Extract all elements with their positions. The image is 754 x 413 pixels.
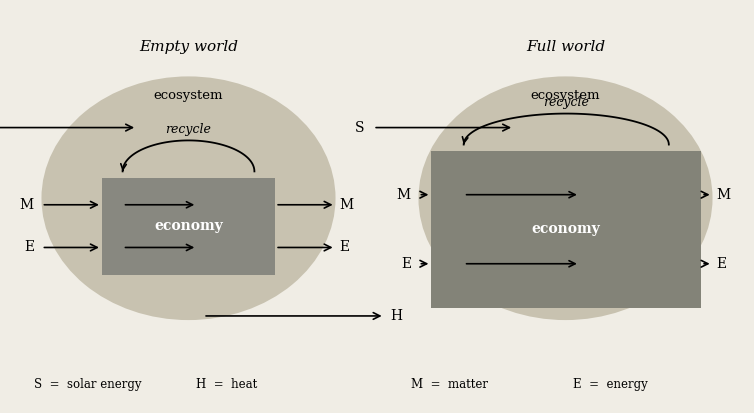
Text: E: E — [339, 240, 349, 254]
Text: M: M — [716, 188, 731, 202]
Text: recycle: recycle — [544, 97, 589, 109]
Ellipse shape — [41, 76, 336, 320]
Text: economy: economy — [532, 222, 601, 236]
Text: M  =  matter: M = matter — [411, 378, 488, 392]
Text: E: E — [401, 257, 411, 271]
Text: E  =  energy: E = energy — [573, 378, 648, 392]
Text: S  =  solar energy: S = solar energy — [34, 378, 142, 392]
Bar — [431, 151, 701, 308]
Bar — [102, 178, 275, 275]
Text: S: S — [354, 121, 364, 135]
Text: ecosystem: ecosystem — [154, 89, 223, 102]
Text: E: E — [24, 240, 34, 254]
Text: Empty world: Empty world — [139, 40, 238, 54]
Text: E: E — [716, 257, 726, 271]
Text: ecosystem: ecosystem — [531, 89, 600, 102]
Text: M: M — [20, 198, 34, 212]
Text: recycle: recycle — [166, 123, 211, 136]
Text: H  =  heat: H = heat — [196, 378, 257, 392]
Text: H: H — [391, 309, 403, 323]
Text: economy: economy — [154, 219, 223, 233]
Ellipse shape — [418, 76, 713, 320]
Text: M: M — [339, 198, 354, 212]
Text: Full world: Full world — [526, 40, 605, 54]
Text: M: M — [397, 188, 411, 202]
